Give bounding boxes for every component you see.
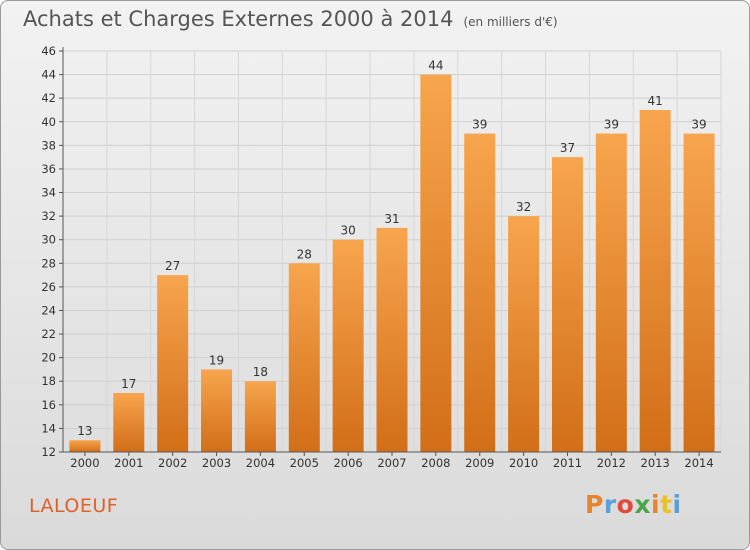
y-tick-label: 28	[41, 256, 56, 270]
y-tick-label: 30	[41, 233, 56, 247]
y-tick-label: 24	[41, 303, 56, 317]
chart-unit-label: (en milliers d'€)	[463, 15, 558, 29]
bar-value-label: 39	[604, 118, 619, 132]
bar[interactable]	[639, 109, 671, 453]
y-tick-label: 46	[41, 44, 56, 58]
y-tick-label: 36	[41, 162, 56, 176]
bar-value-label: 37	[560, 141, 575, 155]
bar[interactable]	[683, 133, 715, 452]
y-tick-label: 44	[41, 68, 56, 82]
bar[interactable]	[508, 216, 540, 452]
bar[interactable]	[551, 157, 583, 452]
logo-letter: i	[672, 490, 682, 519]
bar-value-label: 18	[253, 365, 268, 379]
labels: 12 14 16 18 20 22 24 26 28 30 32 34 36 38 40 42 44 46 13 20…	[41, 44, 713, 470]
bar[interactable]	[595, 133, 627, 452]
x-tick-label: 2001	[114, 456, 143, 470]
bar[interactable]	[113, 393, 145, 452]
logo-letter: x	[634, 490, 651, 519]
bar[interactable]	[69, 440, 101, 452]
bar[interactable]	[244, 381, 276, 452]
x-tick-label: 2008	[421, 456, 450, 470]
y-tick-label: 26	[41, 280, 56, 294]
bar[interactable]	[376, 227, 408, 452]
logo-letter: r	[603, 490, 617, 519]
logo-letter: o	[616, 490, 635, 519]
x-tick-label: 2011	[553, 456, 582, 470]
bar-value-label: 39	[691, 118, 706, 132]
chart-title: Achats et Charges Externes 2000 à 2014 (e…	[23, 7, 558, 31]
bar[interactable]	[201, 369, 233, 452]
logo-letter: P	[585, 490, 604, 519]
y-tick-label: 16	[41, 398, 56, 412]
axes	[59, 47, 721, 456]
bars	[69, 74, 715, 453]
bar[interactable]	[332, 239, 364, 452]
x-tick-label: 2002	[158, 456, 187, 470]
x-tick-label: 2007	[377, 456, 406, 470]
bar-value-label: 44	[428, 59, 443, 73]
bar[interactable]	[157, 275, 189, 452]
x-tick-label: 2012	[597, 456, 626, 470]
bar-value-label: 39	[472, 118, 487, 132]
bar-value-label: 31	[384, 212, 399, 226]
y-tick-label: 40	[41, 115, 56, 129]
chart-title-text: Achats et Charges Externes 2000 à 2014	[23, 7, 454, 31]
x-tick-label: 2000	[70, 456, 99, 470]
bar[interactable]	[420, 74, 452, 453]
logo-letter: t	[660, 490, 673, 519]
x-tick-label: 2010	[509, 456, 538, 470]
y-tick-label: 42	[41, 91, 56, 105]
bar-value-label: 30	[340, 224, 355, 238]
bar-value-label: 41	[648, 94, 663, 108]
y-tick-label: 20	[41, 351, 56, 365]
y-tick-label: 38	[41, 138, 56, 152]
bar-value-label: 27	[165, 259, 180, 273]
x-tick-label: 2009	[465, 456, 494, 470]
y-tick-label: 22	[41, 327, 56, 341]
x-tick-label: 2004	[246, 456, 275, 470]
proxiti-logo[interactable]: Proxiti	[585, 490, 682, 519]
bar-value-label: 19	[209, 353, 224, 367]
x-tick-label: 2005	[290, 456, 319, 470]
x-tick-label: 2003	[202, 456, 231, 470]
y-tick-label: 18	[41, 374, 56, 388]
y-tick-label: 34	[41, 186, 56, 200]
logo-letter: i	[651, 490, 661, 519]
x-tick-label: 2014	[684, 456, 713, 470]
y-tick-label: 14	[41, 421, 56, 435]
x-tick-label: 2013	[641, 456, 670, 470]
y-tick-label: 12	[41, 445, 56, 459]
bar-value-label: 17	[121, 377, 136, 391]
bar[interactable]	[288, 263, 320, 452]
x-tick-label: 2006	[333, 456, 362, 470]
bar-value-label: 28	[297, 247, 312, 261]
y-tick-label: 32	[41, 209, 56, 223]
bar-value-label: 32	[516, 200, 531, 214]
bar-value-label: 13	[77, 424, 92, 438]
place-name: LALOEUF	[29, 495, 119, 517]
bar[interactable]	[464, 133, 496, 452]
